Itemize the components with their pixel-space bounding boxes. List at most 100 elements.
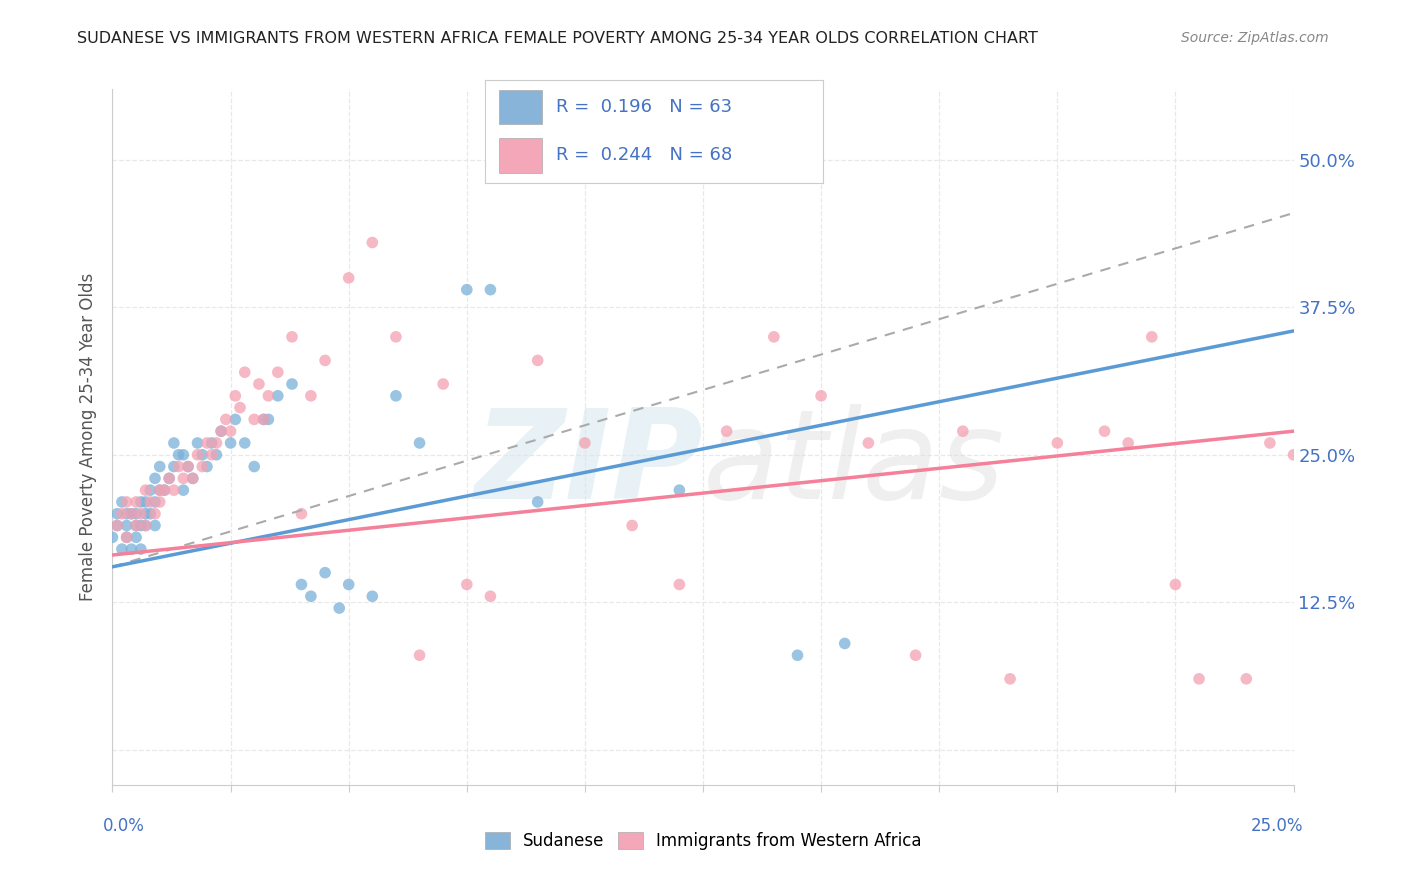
Point (181, 471, 204, 485)
Point (998, 672, 1021, 686)
Point (267, 365, 290, 379)
Point (328, 601, 350, 615)
Point (621, 518, 644, 533)
Point (299, 389, 322, 403)
Point (219, 436, 242, 450)
Bar (499, 89, 543, 124)
Point (257, 389, 280, 403)
Point (163, 483, 186, 497)
Point (668, 483, 690, 497)
Point (167, 448, 190, 462)
Text: 0.0%: 0.0% (103, 817, 145, 835)
Point (834, 636, 856, 650)
Point (129, 495, 152, 509)
Point (120, 507, 142, 521)
Point (233, 436, 256, 450)
Point (281, 377, 304, 392)
Point (139, 483, 162, 497)
Point (314, 566, 336, 580)
Text: Source: ZipAtlas.com: Source: ZipAtlas.com (1181, 31, 1329, 45)
Point (135, 518, 157, 533)
Point (201, 448, 224, 462)
Point (1234, 672, 1257, 686)
Point (135, 495, 157, 509)
Point (267, 389, 290, 403)
Point (181, 471, 204, 485)
Point (574, 436, 596, 450)
Point (1258, 436, 1281, 450)
Point (243, 459, 266, 474)
Point (257, 412, 280, 426)
Point (101, 530, 124, 544)
Point (1140, 330, 1163, 344)
Point (361, 235, 384, 250)
Point (149, 483, 172, 497)
Point (1046, 436, 1069, 450)
Point (115, 530, 138, 544)
Point (209, 424, 232, 438)
Point (408, 436, 430, 450)
Point (904, 648, 927, 663)
Point (105, 518, 128, 533)
Point (224, 412, 246, 426)
Point (153, 483, 176, 497)
Text: R =  0.244   N = 68: R = 0.244 N = 68 (555, 146, 733, 164)
Point (247, 377, 270, 392)
Point (149, 495, 172, 509)
Point (163, 436, 186, 450)
Point (233, 365, 256, 379)
Point (224, 389, 246, 403)
Point (167, 459, 190, 474)
Text: SUDANESE VS IMMIGRANTS FROM WESTERN AFRICA FEMALE POVERTY AMONG 25-34 YEAR OLDS : SUDANESE VS IMMIGRANTS FROM WESTERN AFRI… (77, 31, 1038, 46)
Point (186, 448, 208, 462)
Point (129, 518, 152, 533)
Point (172, 448, 194, 462)
Point (195, 459, 218, 474)
Point (139, 495, 162, 509)
Point (281, 330, 304, 344)
Point (716, 424, 738, 438)
Point (385, 330, 408, 344)
Point (952, 424, 974, 438)
Text: R =  0.196   N = 63: R = 0.196 N = 63 (555, 98, 733, 116)
Point (120, 507, 142, 521)
Point (762, 330, 785, 344)
Point (143, 518, 166, 533)
Point (149, 459, 172, 474)
Point (129, 542, 152, 557)
Point (361, 589, 384, 603)
Point (337, 271, 360, 285)
Point (135, 483, 157, 497)
Point (111, 542, 134, 557)
Point (299, 589, 322, 603)
Point (125, 518, 148, 533)
Point (201, 436, 224, 450)
Point (157, 471, 180, 485)
Point (186, 436, 208, 450)
Point (191, 448, 214, 462)
Point (786, 648, 808, 663)
Point (810, 389, 832, 403)
Point (526, 353, 548, 368)
Bar (499, 137, 543, 173)
Point (105, 518, 128, 533)
Point (215, 412, 238, 426)
Point (432, 377, 454, 392)
Point (191, 459, 214, 474)
Point (172, 483, 194, 497)
Text: ZIP: ZIP (474, 404, 703, 525)
Point (149, 483, 172, 497)
Point (479, 589, 502, 603)
Point (120, 542, 142, 557)
Point (105, 507, 128, 521)
Point (129, 507, 152, 521)
Point (1116, 436, 1139, 450)
Point (290, 577, 312, 591)
Point (143, 471, 166, 485)
Point (115, 518, 138, 533)
Point (1164, 577, 1187, 591)
Point (125, 530, 148, 544)
Point (243, 412, 266, 426)
Point (115, 530, 138, 544)
Point (163, 459, 186, 474)
